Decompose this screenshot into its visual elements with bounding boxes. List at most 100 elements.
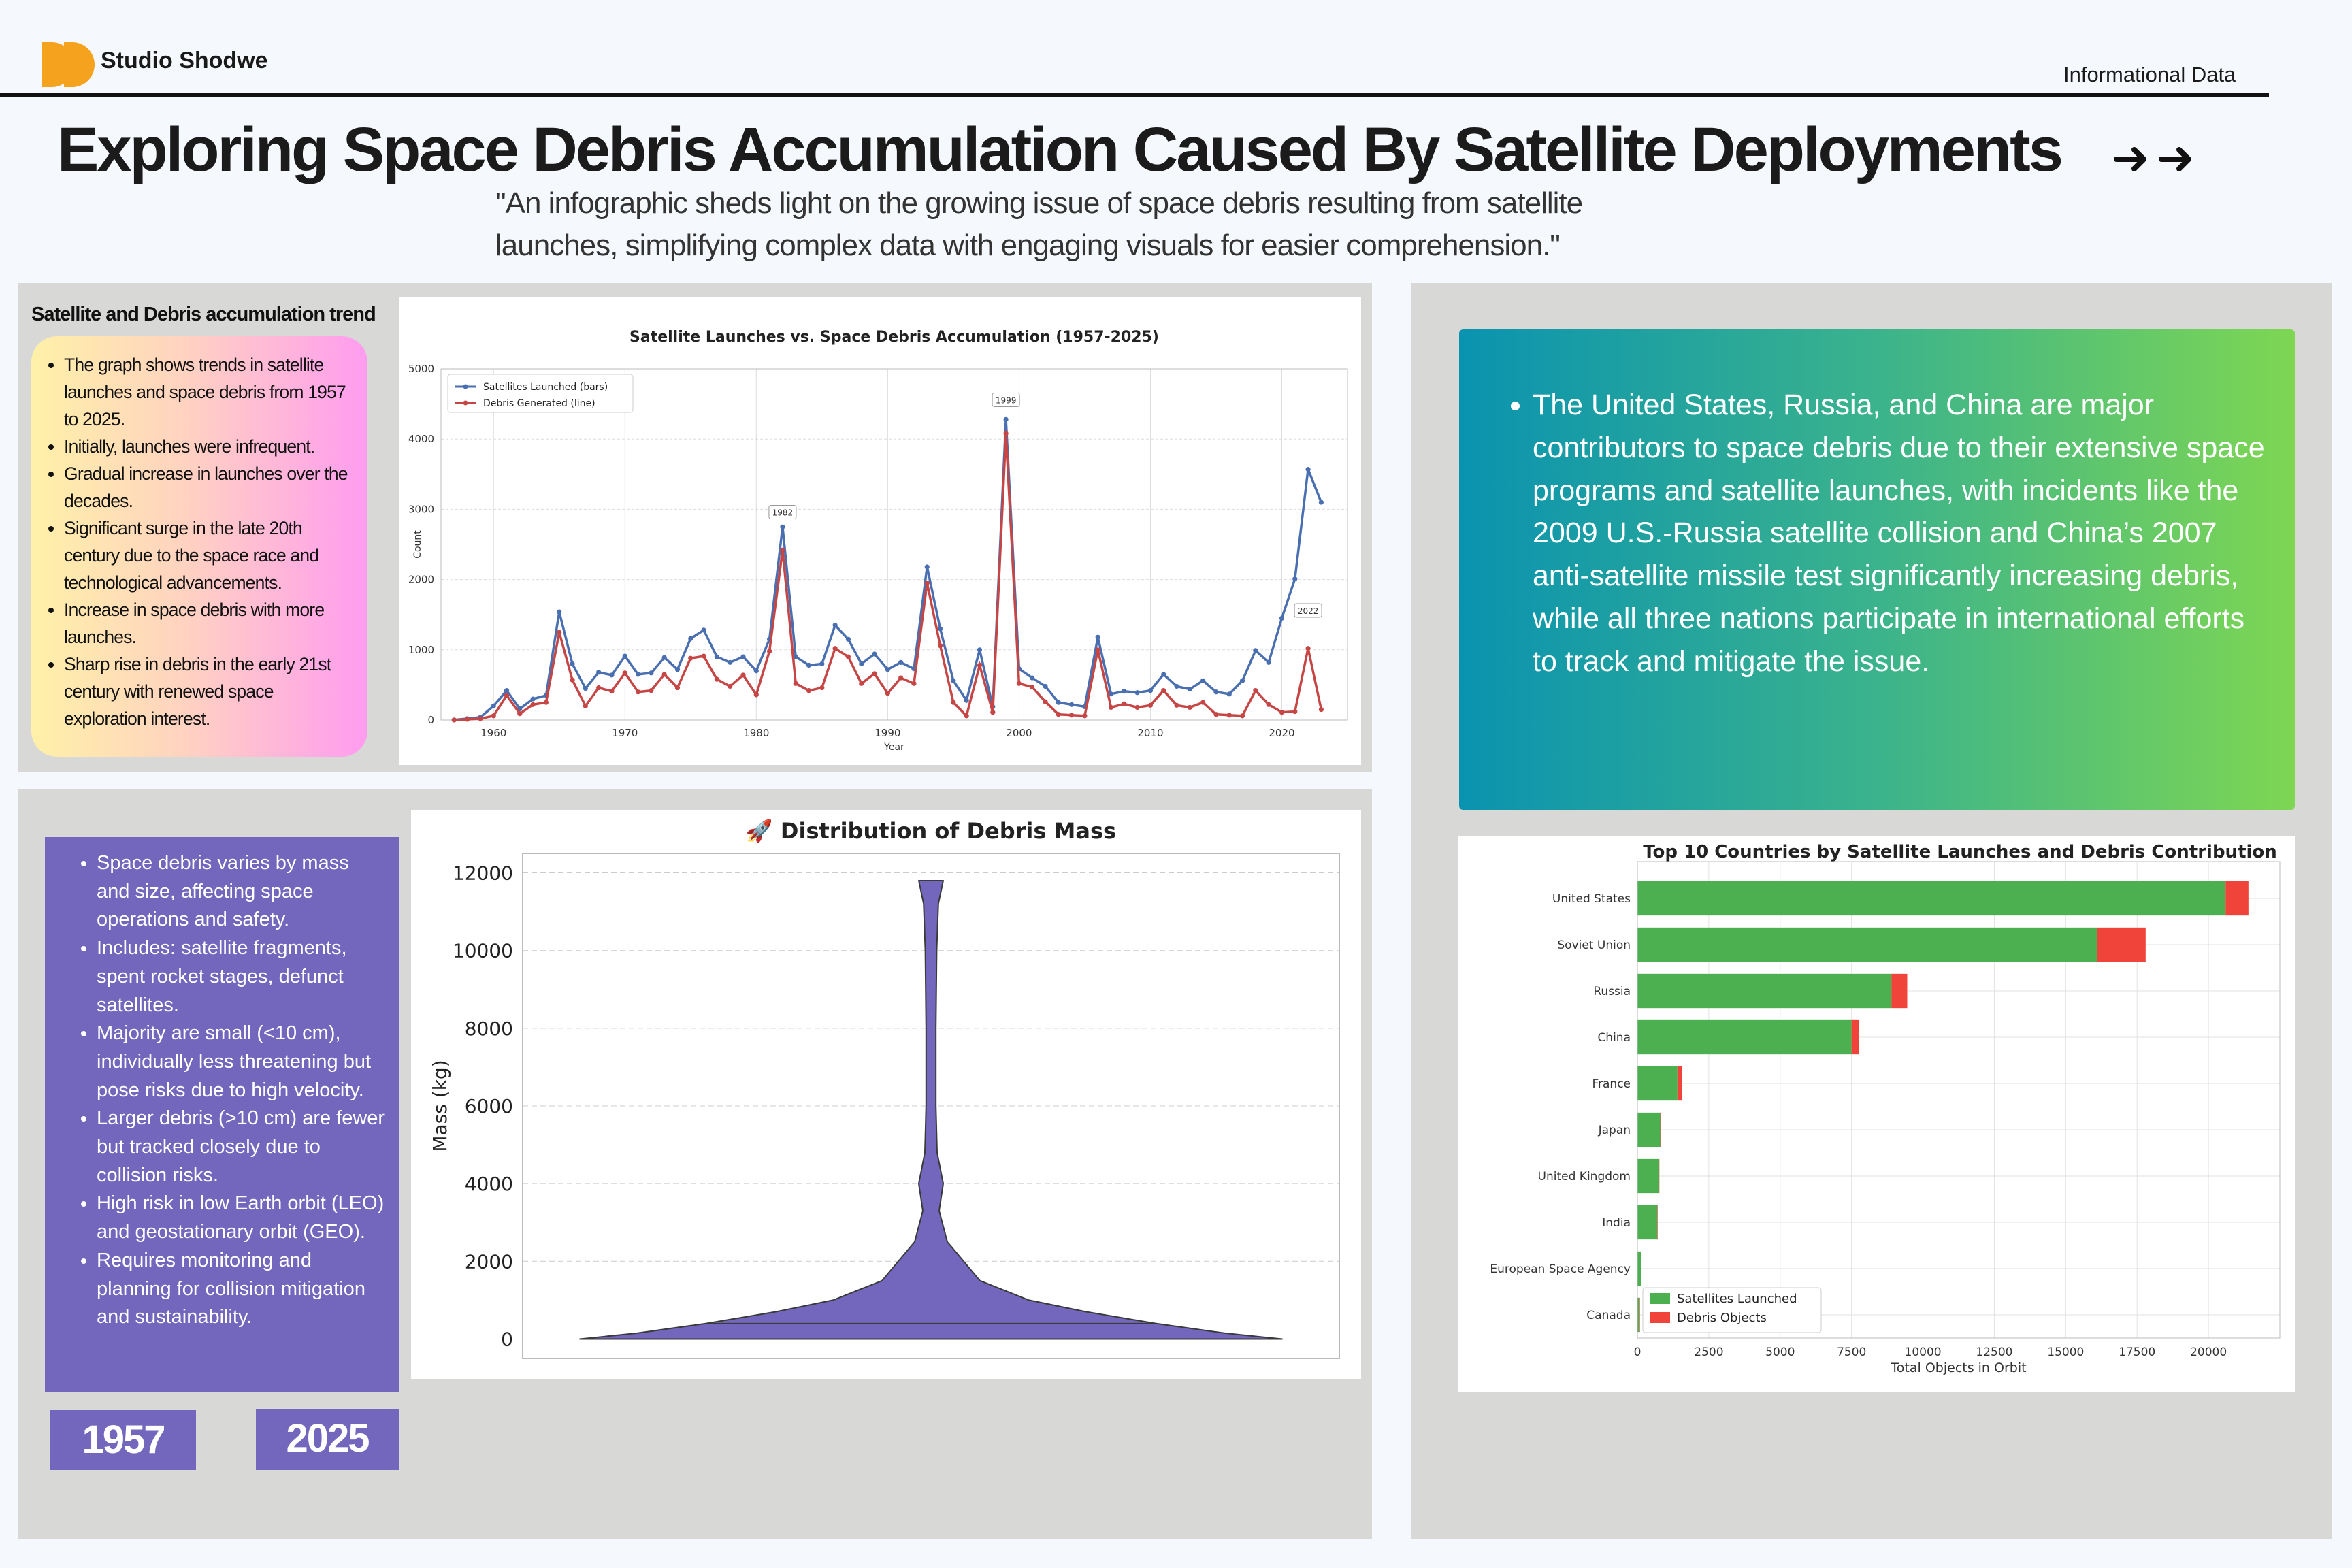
data-point — [543, 700, 549, 705]
plot-frame — [440, 368, 1348, 721]
y-tick-label: 0 — [501, 1328, 513, 1350]
mass-bullet-list: Space debris varies by mass and size, af… — [45, 837, 399, 1332]
data-point — [911, 681, 917, 686]
trend-chart-card: Satellite Launches vs. Space Debris Accu… — [399, 297, 1361, 765]
x-axis-label: Year — [883, 742, 904, 753]
x-tick-label: 2020 — [1269, 727, 1294, 739]
data-point — [688, 655, 693, 661]
legend-marker — [463, 384, 468, 389]
plot-frame — [1637, 861, 2281, 1339]
data-point — [570, 677, 575, 683]
y-tick-label: European Space Agency — [1490, 1262, 1631, 1276]
data-point — [1030, 684, 1035, 690]
bar-segment — [1637, 973, 1892, 1009]
data-point — [714, 676, 719, 682]
bar-segment — [2225, 881, 2249, 916]
header-divider — [0, 93, 2269, 97]
data-point — [780, 547, 785, 553]
data-point — [1318, 500, 1324, 505]
data-point — [635, 672, 641, 677]
data-point — [753, 692, 759, 698]
x-tick-label: 17500 — [2119, 1345, 2155, 1359]
data-point — [1056, 700, 1061, 705]
chart-title: 🚀 Distribution of Debris Mass — [746, 818, 1116, 844]
data-point — [583, 685, 588, 691]
data-point — [1213, 712, 1219, 717]
trend-notes: The graph shows trends in satellite laun… — [31, 336, 368, 757]
data-point — [1239, 678, 1245, 683]
x-tick-label: 10000 — [1905, 1345, 1942, 1359]
data-point — [596, 670, 602, 675]
data-point — [728, 659, 733, 665]
violin-body — [579, 879, 1283, 1340]
y-tick-label: Japan — [1598, 1124, 1631, 1137]
y-tick-label: United Kingdom — [1538, 1170, 1631, 1183]
annotation-box — [992, 392, 1020, 407]
header-tag: Informational Data — [2063, 63, 2236, 86]
x-tick-label: 5000 — [1765, 1345, 1795, 1359]
data-point — [609, 672, 615, 678]
trend-bullet: Initially, launches were infrequent. — [64, 433, 351, 460]
bar-segment — [1891, 973, 1908, 1009]
data-point — [1174, 702, 1179, 708]
legend-label: Satellites Launched — [1677, 1292, 1797, 1306]
y-tick-label: Soviet Union — [1557, 938, 1631, 952]
data-point — [1069, 713, 1075, 718]
countries-note-card: The United States, Russia, and China are… — [1459, 329, 2295, 810]
data-point — [859, 681, 864, 686]
y-tick-label: 4000 — [408, 433, 434, 445]
data-point — [714, 654, 719, 659]
y-tick-label: 10000 — [453, 940, 513, 962]
studio-logo-icon — [42, 42, 95, 87]
data-point — [885, 667, 890, 672]
data-point — [649, 688, 654, 693]
year-end-badge: 2025 — [256, 1409, 399, 1470]
x-tick-label: 1990 — [875, 727, 900, 739]
x-tick-label: 2000 — [1006, 727, 1032, 739]
x-tick-label: 20000 — [2190, 1345, 2227, 1359]
data-point — [1213, 689, 1219, 695]
data-point — [1108, 691, 1114, 697]
annotation-label: 1982 — [772, 508, 794, 518]
data-point — [728, 683, 733, 689]
violin-chart: 🚀 Distribution of Debris Mass 0 2000 4000 60… — [429, 818, 1340, 1359]
data-point — [1200, 678, 1206, 683]
data-point — [596, 685, 602, 691]
data-point — [1016, 681, 1022, 686]
data-point — [1134, 690, 1140, 696]
data-point — [1003, 431, 1009, 436]
bar-segment — [1637, 927, 2097, 962]
x-tick-label: 2500 — [1694, 1345, 1723, 1359]
data-point — [1095, 634, 1100, 640]
y-tick-label: 5000 — [408, 363, 434, 375]
chart-title: Top 10 Countries by Satellite Launches a… — [1643, 842, 2277, 862]
data-point — [832, 646, 838, 651]
data-point — [977, 662, 983, 668]
x-tick-label: 1980 — [743, 727, 769, 739]
x-tick-label: 2010 — [1137, 727, 1163, 739]
data-point — [1200, 700, 1206, 705]
data-point — [898, 675, 904, 681]
mass-bullet: Larger debris (>10 cm) are fewer but tra… — [97, 1105, 387, 1190]
year-start-badge: 1957 — [50, 1410, 196, 1470]
data-point — [649, 670, 654, 676]
data-point — [859, 661, 864, 667]
data-point — [1108, 704, 1114, 710]
chart-title: Satellite Launches vs. Space Debris Accu… — [630, 329, 1159, 346]
data-point — [557, 630, 562, 635]
mass-bullet: Majority are small (<10 cm), individuall… — [97, 1019, 387, 1105]
data-point — [740, 654, 746, 659]
trend-bullet: Increase in space debris with more launc… — [64, 596, 351, 651]
mass-bullet: High risk in low Earth orbit (LEO) and g… — [97, 1190, 387, 1246]
data-point — [674, 685, 681, 691]
countries-note-text: The United States, Russia, and China are… — [1533, 384, 2268, 683]
annotation-box — [768, 505, 797, 520]
subtitle-line-2: launches, simplifying complex data with … — [495, 229, 1561, 262]
annotation-box — [1294, 603, 1322, 618]
data-point — [806, 662, 812, 668]
data-point — [1266, 659, 1271, 665]
data-point — [1069, 702, 1075, 707]
data-point — [491, 713, 496, 719]
bar-segment — [1637, 1251, 1642, 1286]
bar-segment — [1637, 881, 2226, 916]
